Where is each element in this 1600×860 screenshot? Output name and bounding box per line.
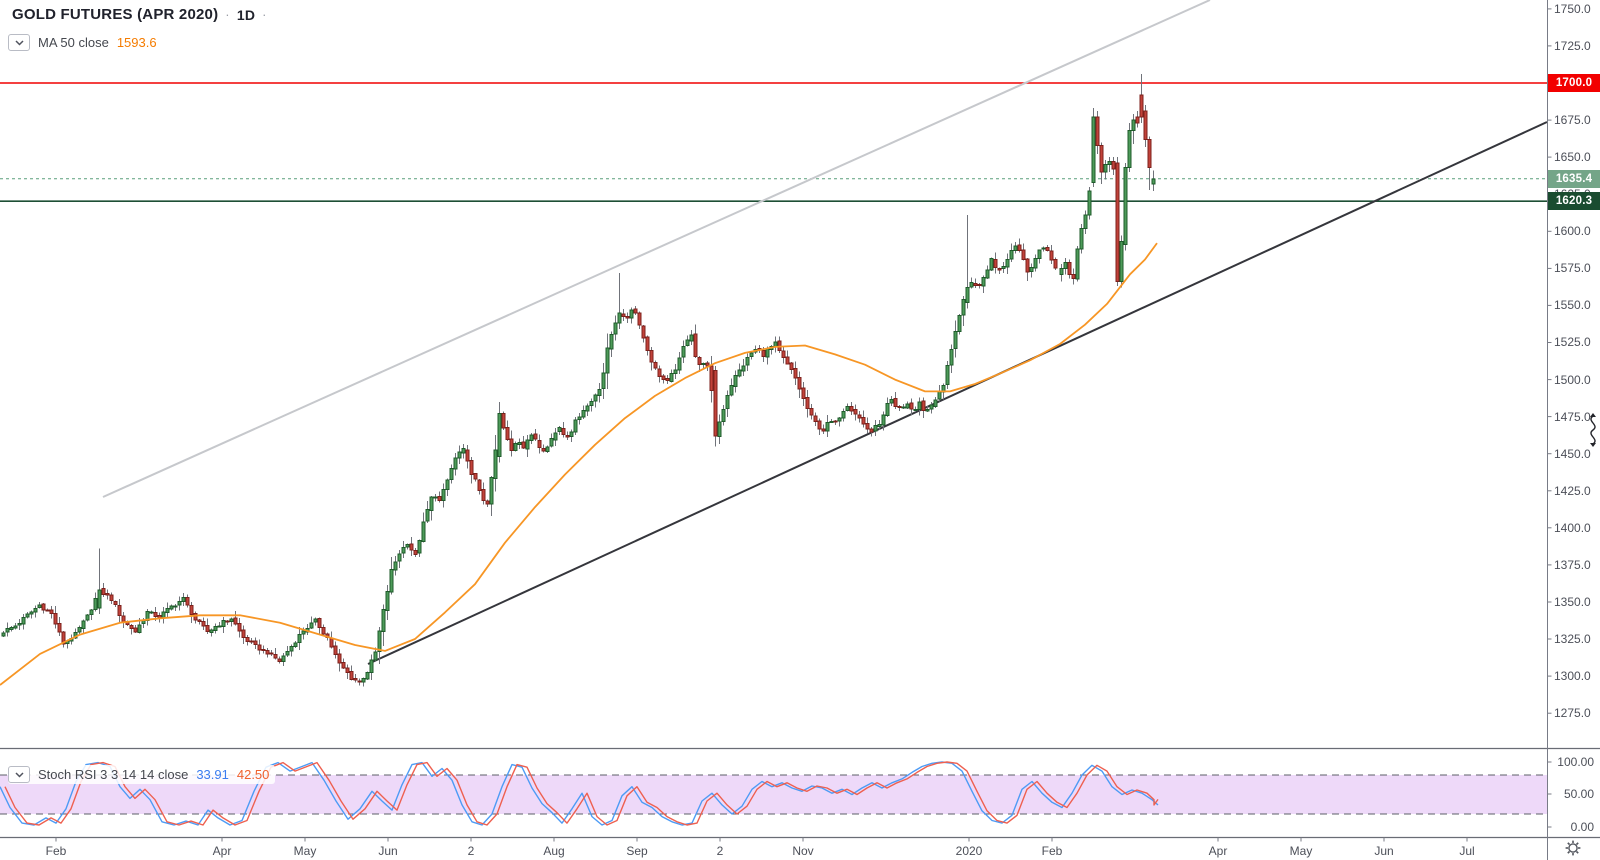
time-tick-label: Apr [212, 844, 232, 858]
price-tick-label: 1675.0 [1554, 113, 1591, 127]
chevron-down-icon [14, 771, 24, 778]
time-tick-label: Feb [1041, 844, 1063, 858]
symbol-title-row: GOLD FUTURES (APR 2020) · 1D · [12, 6, 267, 23]
stoch-d-line [4, 761, 1159, 826]
mouse-cursor [1590, 413, 1596, 447]
price-tick-label: 1600.0 [1554, 224, 1591, 238]
stoch-d-value: 42.50 [236, 767, 270, 782]
time-tick-label: 2 [716, 844, 724, 858]
time-tick-label: Jun [1374, 844, 1394, 858]
candle-wicks [3, 74, 1154, 687]
price-tick-label: 1275.0 [1554, 706, 1591, 720]
indicator-tick-label: 100.00 [1557, 755, 1594, 769]
indicator-tick-label: 50.00 [1563, 787, 1594, 801]
time-tick-label: Apr [1208, 844, 1228, 858]
chevron-down-icon [14, 39, 24, 46]
ma-legend-value: 1593.6 [116, 35, 157, 50]
stoch-k-line [0, 761, 1159, 826]
price-tick-label: 1550.0 [1554, 298, 1591, 312]
last-price-badge: 1635.4 [1548, 170, 1600, 188]
ma50-line[interactable] [0, 242, 1158, 686]
ma-legend-label: MA 50 close [38, 35, 109, 50]
time-tick-label: Feb [45, 844, 67, 858]
up-candles [1, 116, 1156, 683]
price-tick-label: 1725.0 [1554, 39, 1591, 53]
price-tick-label: 1375.0 [1554, 558, 1591, 572]
price-tick-label: 1300.0 [1554, 669, 1591, 683]
title-separator-2: · [262, 7, 267, 22]
price-tick-label: 1400.0 [1554, 521, 1591, 535]
stoch-rsi-indicator-legend: Stoch RSI 3 3 14 14 close 33.91 42.50 [8, 765, 276, 784]
title-separator: · [225, 7, 230, 22]
price-tick-label: 1500.0 [1554, 373, 1591, 387]
trendline-upper-channel[interactable] [102, 0, 1211, 498]
time-tick-label: Nov [792, 844, 814, 858]
price-tick-label: 1650.0 [1554, 150, 1591, 164]
down-candles [41, 94, 1152, 683]
time-tick-label: Jul [1459, 844, 1475, 858]
time-tick-label: Jun [378, 844, 398, 858]
time-tick-label: May [293, 844, 317, 858]
trendline-rising-support[interactable] [367, 121, 1548, 665]
price-tick-label: 1525.0 [1554, 335, 1591, 349]
price-tick-label: 1350.0 [1554, 595, 1591, 609]
price-tick-label: 1475.0 [1554, 410, 1591, 424]
ma-indicator-legend: MA 50 close 1593.6 [8, 33, 163, 52]
time-tick-label: 2020 [955, 844, 983, 858]
ma-legend-collapse-button[interactable] [8, 34, 30, 51]
price-tick-label: 1425.0 [1554, 484, 1591, 498]
stoch-legend-collapse-button[interactable] [8, 766, 30, 783]
time-tick-label: Sep [626, 844, 648, 858]
chart-settings-gear-icon[interactable] [1565, 840, 1583, 856]
price-tick-label: 1575.0 [1554, 261, 1591, 275]
price-tick-label: 1450.0 [1554, 447, 1591, 461]
price-tick-label: 1325.0 [1554, 632, 1591, 646]
price-tick-label: 1750.0 [1554, 2, 1591, 16]
price-level-badge-1620: 1620.3 [1548, 192, 1600, 210]
indicator-tick-label: 0.00 [1570, 820, 1594, 834]
symbol-name[interactable]: GOLD FUTURES (APR 2020) [12, 6, 219, 23]
interval-label[interactable]: 1D [236, 6, 256, 23]
time-tick-label: May [1289, 844, 1313, 858]
stoch-legend-label: Stoch RSI 3 3 14 14 close [38, 767, 189, 782]
stoch-k-value: 33.91 [196, 767, 229, 782]
time-tick-label: 2 [467, 844, 475, 858]
price-level-badge-1700: 1700.0 [1548, 74, 1600, 92]
time-tick-label: Aug [543, 844, 565, 858]
